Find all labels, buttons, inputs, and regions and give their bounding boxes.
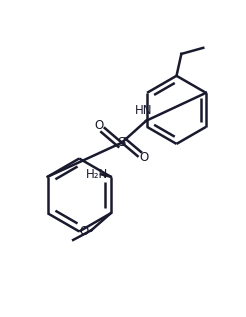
Text: HN: HN: [135, 104, 153, 117]
Text: O: O: [139, 151, 148, 164]
Text: S: S: [118, 136, 126, 149]
Text: H₂N: H₂N: [86, 168, 108, 181]
Text: O: O: [80, 225, 89, 238]
Text: O: O: [94, 119, 103, 132]
